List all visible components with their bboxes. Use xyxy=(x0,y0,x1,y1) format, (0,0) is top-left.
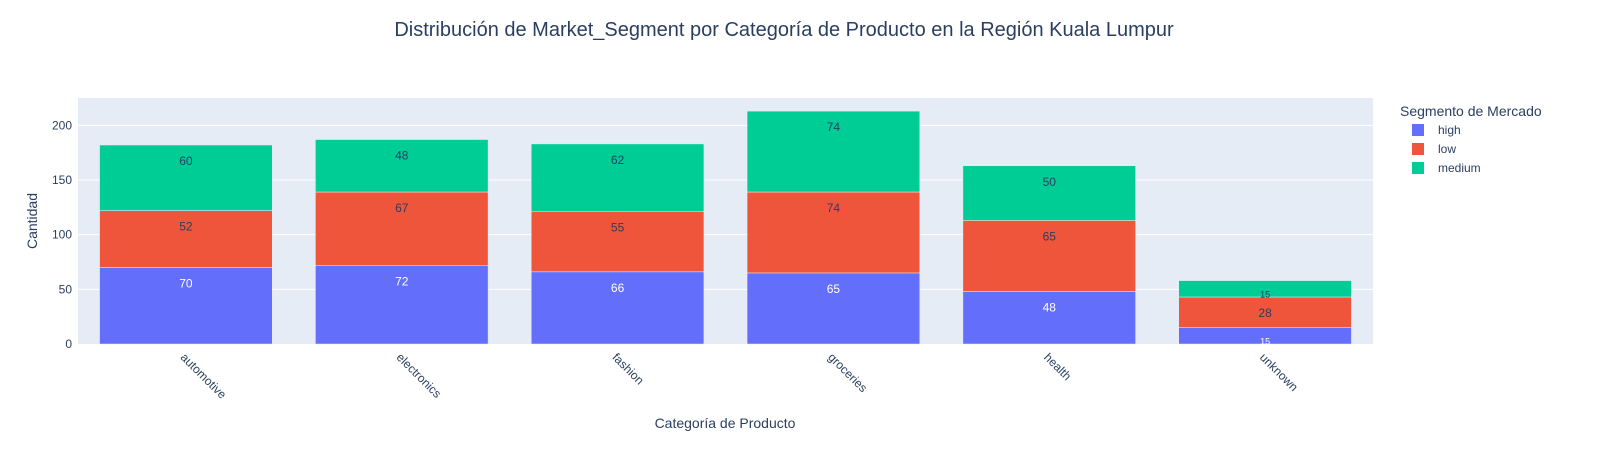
bar-medium-electronics xyxy=(315,139,489,193)
plot-background xyxy=(78,98,1373,344)
data-label: 50 xyxy=(1043,175,1057,189)
legend-title: Segmento de Mercado xyxy=(1400,103,1542,119)
data-label: 28 xyxy=(1258,306,1272,320)
bar-low-electronics xyxy=(315,191,489,266)
bar-high-health xyxy=(962,291,1136,345)
chart-title: Distribución de Market_Segment por Categ… xyxy=(394,19,1174,41)
x-axis-label: Categoría de Producto xyxy=(655,415,796,431)
data-label: 66 xyxy=(611,281,625,295)
data-label: 67 xyxy=(395,201,409,215)
grid-lines xyxy=(78,124,1373,290)
x-tick-label: groceries xyxy=(825,350,870,395)
x-tick-label: automotive xyxy=(178,350,230,402)
data-label: 52 xyxy=(179,220,193,234)
bar-low-fashion xyxy=(531,211,705,273)
data-label: 74 xyxy=(827,201,841,215)
y-tick-label: 50 xyxy=(59,282,73,296)
y-axis-label: Cantidad xyxy=(24,193,40,249)
legend: Segmento de Mercado high low medium xyxy=(1400,103,1542,175)
x-tick-label: unknown xyxy=(1257,350,1301,394)
y-tick-label: 200 xyxy=(52,118,72,132)
legend-item-medium[interactable]: medium xyxy=(1438,161,1481,175)
data-label: 55 xyxy=(611,221,625,235)
y-tick-label: 0 xyxy=(65,337,72,351)
bar-medium-fashion xyxy=(531,143,705,212)
bar-low-health xyxy=(962,220,1136,292)
bar-high-automotive xyxy=(99,267,273,345)
legend-swatch-low[interactable] xyxy=(1412,143,1424,155)
data-label: 72 xyxy=(395,274,409,288)
x-axis-ticks: automotive electronics fashion groceries hea… xyxy=(178,350,1301,402)
legend-swatch-high[interactable] xyxy=(1412,124,1424,136)
x-tick-label: fashion xyxy=(609,350,646,387)
bar-medium-health xyxy=(962,165,1136,221)
bars xyxy=(99,110,1352,345)
data-label: 62 xyxy=(611,153,625,167)
data-label: 48 xyxy=(395,149,409,163)
y-tick-label: 150 xyxy=(52,173,72,187)
data-label: 48 xyxy=(1043,301,1057,315)
x-tick-label: health xyxy=(1041,350,1074,383)
data-label: 60 xyxy=(179,154,193,168)
bar-low-groceries xyxy=(746,191,920,274)
data-label: 70 xyxy=(179,276,193,290)
bar-medium-groceries xyxy=(746,110,920,193)
bar-high-groceries xyxy=(746,272,920,345)
x-tick-label: electronics xyxy=(394,350,444,400)
data-label: 74 xyxy=(827,120,841,134)
bar-medium-unknown xyxy=(1178,280,1352,298)
bar-high-fashion xyxy=(531,271,705,345)
data-label: 65 xyxy=(827,282,841,296)
data-label: 15 xyxy=(1260,337,1270,347)
legend-swatch-medium[interactable] xyxy=(1412,162,1424,174)
bar-high-electronics xyxy=(315,265,489,345)
legend-item-high[interactable]: high xyxy=(1438,123,1461,137)
bar-low-automotive xyxy=(99,210,273,268)
legend-item-low[interactable]: low xyxy=(1438,142,1456,156)
bar-low-unknown xyxy=(1178,296,1352,328)
y-tick-label: 100 xyxy=(52,228,72,242)
bar-medium-automotive xyxy=(99,144,273,211)
data-labels: 70 52 60 72 67 48 66 55 62 65 74 74 48 65 50 15 28 15 xyxy=(179,120,1272,346)
data-label: 15 xyxy=(1260,290,1270,300)
y-axis-ticks: 0 50 100 150 200 xyxy=(52,118,72,351)
data-label: 65 xyxy=(1043,229,1057,243)
